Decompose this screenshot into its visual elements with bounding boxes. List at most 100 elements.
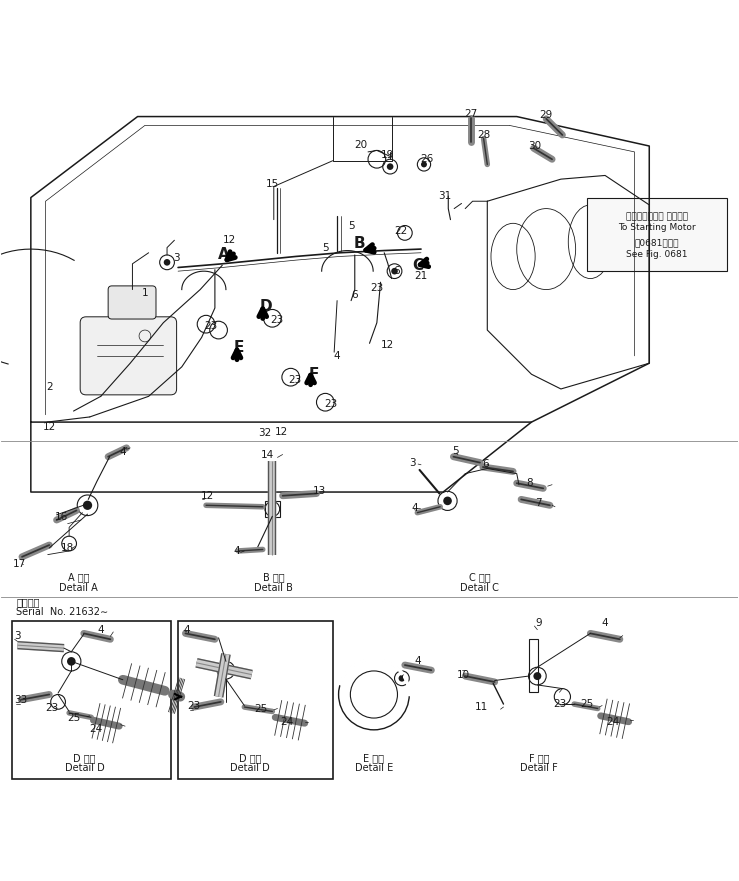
Text: E: E: [234, 340, 245, 355]
Text: 26: 26: [420, 154, 434, 164]
FancyBboxPatch shape: [108, 286, 156, 319]
Text: 24: 24: [606, 717, 619, 727]
Text: 4: 4: [98, 626, 104, 635]
Text: C 詳細: C 詳細: [469, 573, 491, 582]
Text: 1: 1: [142, 288, 149, 299]
Text: 24: 24: [280, 717, 293, 727]
Text: Detail D: Detail D: [231, 763, 270, 774]
Text: Detail F: Detail F: [520, 763, 558, 774]
Text: 12: 12: [381, 340, 394, 350]
FancyBboxPatch shape: [80, 317, 177, 395]
Text: 18: 18: [61, 543, 75, 553]
Text: 33: 33: [15, 694, 28, 705]
Text: 24: 24: [89, 724, 102, 734]
Text: 28: 28: [477, 130, 490, 140]
Circle shape: [269, 506, 276, 512]
Bar: [587, 197, 726, 271]
Text: 13: 13: [313, 485, 326, 496]
Text: 17: 17: [13, 559, 27, 569]
Circle shape: [391, 268, 398, 275]
Text: 12: 12: [274, 426, 287, 437]
Text: 23: 23: [370, 283, 384, 293]
Text: D 詳細: D 詳細: [239, 752, 262, 763]
Text: Detail C: Detail C: [460, 582, 500, 593]
Text: 8: 8: [527, 478, 534, 488]
Text: 3: 3: [409, 457, 415, 468]
Text: 25: 25: [67, 713, 80, 723]
Text: B 詳細: B 詳細: [263, 573, 285, 582]
Text: 32: 32: [259, 428, 271, 438]
Text: A: A: [218, 248, 230, 263]
Text: 4: 4: [334, 351, 341, 361]
Circle shape: [386, 163, 393, 170]
Text: Detail D: Detail D: [65, 763, 104, 774]
Text: 12: 12: [43, 422, 56, 433]
Text: スターティング モータヘ: スターティング モータヘ: [626, 212, 687, 221]
Text: A 詳細: A 詳細: [68, 573, 89, 582]
Text: F 詳細: F 詳細: [528, 752, 549, 763]
Text: 31: 31: [438, 191, 452, 201]
Text: 2: 2: [46, 382, 52, 393]
Text: 12: 12: [201, 492, 214, 501]
Text: 23: 23: [553, 699, 566, 709]
Text: 30: 30: [528, 141, 542, 151]
Text: 21: 21: [415, 271, 428, 281]
Text: 16: 16: [55, 512, 69, 522]
Text: 14: 14: [262, 450, 274, 460]
Text: Detail A: Detail A: [59, 582, 98, 593]
Text: 22: 22: [395, 226, 408, 236]
Text: 第0681図参照: 第0681図参照: [634, 239, 679, 248]
Text: 10: 10: [457, 670, 470, 679]
Text: 12: 12: [223, 235, 236, 245]
Circle shape: [67, 657, 75, 666]
Circle shape: [398, 675, 405, 682]
Circle shape: [164, 259, 171, 266]
Text: 4: 4: [414, 656, 420, 666]
Text: 3: 3: [14, 631, 21, 640]
Text: Detail B: Detail B: [254, 582, 293, 593]
Circle shape: [443, 497, 452, 505]
Text: 9: 9: [536, 618, 542, 628]
Text: 4: 4: [183, 626, 190, 635]
Text: 適用号機: 適用号機: [16, 597, 40, 608]
Text: To Starting Motor: To Starting Motor: [618, 223, 695, 233]
Circle shape: [534, 672, 542, 680]
Text: 15: 15: [266, 180, 279, 189]
Text: 5: 5: [322, 243, 329, 254]
Text: 23: 23: [45, 703, 58, 713]
Text: 19: 19: [381, 150, 395, 159]
Text: 6: 6: [482, 459, 488, 469]
Text: 23: 23: [324, 399, 338, 409]
Text: 7: 7: [536, 498, 542, 508]
Text: 23: 23: [205, 321, 218, 330]
Text: 23: 23: [287, 375, 301, 385]
Circle shape: [83, 500, 92, 510]
Text: 25: 25: [580, 699, 593, 709]
Text: 4: 4: [120, 447, 126, 456]
Bar: [178, 621, 333, 779]
Text: E 詳細: E 詳細: [364, 752, 384, 763]
Text: 3: 3: [174, 253, 180, 263]
Text: 4: 4: [234, 546, 240, 556]
Text: 27: 27: [465, 108, 477, 119]
Text: 6: 6: [393, 266, 400, 276]
Text: 4: 4: [412, 503, 418, 514]
Bar: [528, 640, 538, 692]
Text: 29: 29: [539, 110, 553, 120]
Bar: [13, 621, 171, 779]
Text: B: B: [354, 236, 366, 251]
Circle shape: [421, 161, 427, 167]
Text: 25: 25: [254, 704, 268, 714]
Text: 23: 23: [270, 315, 283, 325]
Text: 6: 6: [352, 291, 358, 300]
Bar: [265, 501, 279, 517]
Text: Serial  No. 21632∼: Serial No. 21632∼: [16, 607, 108, 617]
Text: D: D: [259, 299, 272, 314]
Circle shape: [222, 666, 230, 674]
Text: 4: 4: [602, 618, 608, 628]
Text: D 詳細: D 詳細: [73, 752, 96, 763]
Text: 11: 11: [474, 702, 488, 712]
Text: 20: 20: [354, 139, 367, 150]
Text: See Fig. 0681: See Fig. 0681: [626, 249, 687, 259]
Text: Detail E: Detail E: [355, 763, 393, 774]
